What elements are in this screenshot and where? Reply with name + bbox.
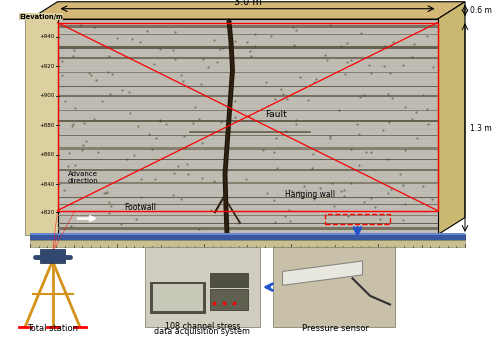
Bar [58,215,438,216]
Text: +920: +920 [40,64,55,69]
Bar [58,95,438,97]
Bar [152,284,202,311]
Bar [58,86,438,87]
Text: +900: +900 [40,93,55,98]
Bar [58,135,438,136]
Bar [58,223,438,224]
Text: Total station: Total station [27,324,78,333]
Bar [150,282,205,313]
Text: Hanging wall: Hanging wall [285,190,335,199]
Bar [58,23,438,24]
Bar [30,240,465,247]
Bar [58,25,438,28]
Text: data acquisition system: data acquisition system [154,327,250,336]
Bar [58,19,438,235]
Bar [40,249,65,263]
Bar [58,227,438,230]
Text: 1.3 m: 1.3 m [470,124,492,133]
Text: Pressure sensor: Pressure sensor [302,324,368,333]
Bar [58,147,438,150]
Bar [58,57,438,59]
Bar [25,19,58,235]
Bar [58,34,438,35]
Text: +940: +940 [40,34,55,39]
Bar [30,234,465,240]
Text: 0.6 m: 0.6 m [470,6,492,15]
Bar [272,247,395,327]
Bar [58,169,438,171]
Text: +840: +840 [40,182,55,187]
Bar [210,273,248,287]
Text: Advance
direction: Advance direction [68,171,98,184]
Text: +880: +880 [40,123,55,128]
Polygon shape [438,2,465,235]
Text: Fault: Fault [265,110,287,119]
Bar [58,110,438,111]
Text: +860: +860 [40,152,55,157]
Bar [30,233,465,235]
Polygon shape [30,2,465,19]
Bar [58,46,438,49]
Polygon shape [282,261,362,285]
Bar [210,289,248,310]
Bar [58,72,438,73]
Text: Elevation/m: Elevation/m [19,14,63,20]
Text: +820: +820 [40,210,55,215]
Bar [145,247,260,327]
Bar [58,182,438,184]
Text: Footwall: Footwall [124,203,156,212]
Text: 3.0 m: 3.0 m [234,0,262,7]
Bar [58,204,438,205]
Bar [58,120,438,122]
Bar [58,159,438,160]
Bar [58,197,438,198]
Bar [58,23,438,211]
Bar [325,214,390,224]
Text: 108 channel stress: 108 channel stress [165,322,240,331]
